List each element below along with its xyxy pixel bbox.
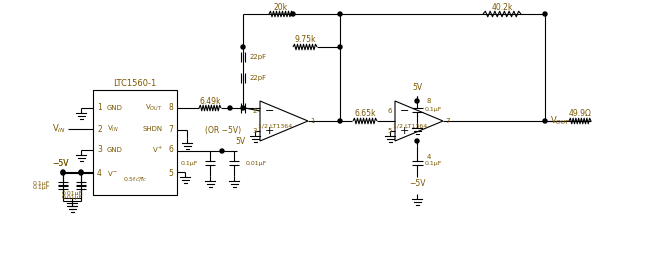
Text: V$^-$: V$^-$ (107, 169, 118, 178)
Text: −: − (400, 106, 410, 116)
Text: 20k: 20k (274, 3, 288, 12)
Text: +: + (400, 126, 410, 136)
Circle shape (338, 12, 342, 16)
Text: V$_{IN}$: V$_{IN}$ (107, 124, 119, 134)
Text: 7: 7 (168, 124, 173, 134)
Circle shape (338, 119, 342, 123)
Text: 5V: 5V (235, 136, 245, 145)
Text: 6.49k: 6.49k (199, 97, 220, 105)
Text: 0.5f$_C$/̅f̅$_C$: 0.5f$_C$/̅f̅$_C$ (123, 176, 147, 184)
Circle shape (543, 12, 547, 16)
Text: 0.1μF: 0.1μF (33, 181, 50, 186)
Text: 0.1μF: 0.1μF (425, 108, 442, 113)
Text: +: + (265, 126, 274, 136)
Text: 6: 6 (168, 145, 173, 154)
Text: V$_{OUT}$: V$_{OUT}$ (550, 115, 570, 127)
Text: −: − (265, 106, 274, 116)
Text: GND: GND (107, 147, 123, 153)
Text: 6.65k: 6.65k (355, 109, 376, 119)
Text: 8: 8 (168, 104, 173, 113)
Text: 5: 5 (168, 169, 173, 178)
Text: 2: 2 (97, 124, 102, 134)
Circle shape (291, 12, 295, 16)
Text: V$_{OUT}$: V$_{OUT}$ (145, 103, 163, 113)
Text: 22pF: 22pF (250, 54, 267, 60)
Text: 2: 2 (252, 108, 257, 114)
Text: 22pF: 22pF (250, 75, 267, 81)
Circle shape (220, 149, 224, 153)
Circle shape (228, 106, 232, 110)
Text: V$_{IN}$: V$_{IN}$ (52, 123, 66, 135)
Text: LTC1560-1: LTC1560-1 (114, 78, 157, 88)
Text: 40.2k: 40.2k (491, 3, 513, 12)
Text: SHDN: SHDN (143, 126, 163, 132)
Text: −5V: −5V (52, 159, 68, 168)
Text: 4: 4 (97, 169, 102, 178)
Text: (OR −5V): (OR −5V) (205, 125, 241, 134)
Circle shape (61, 171, 65, 175)
Text: 0.1μF: 0.1μF (425, 160, 442, 165)
Text: −5V: −5V (409, 180, 425, 189)
Text: 5: 5 (388, 128, 392, 134)
Text: 1: 1 (97, 104, 102, 113)
Text: 0.01μF: 0.01μF (61, 191, 82, 196)
Text: 3: 3 (252, 128, 257, 134)
Text: 49.9Ω: 49.9Ω (568, 109, 592, 119)
Text: 0.1μF: 0.1μF (181, 160, 198, 165)
Circle shape (543, 119, 547, 123)
Text: 1/2 LT1364: 1/2 LT1364 (258, 124, 292, 129)
Text: 1: 1 (310, 118, 315, 124)
Circle shape (79, 170, 83, 174)
Text: 7: 7 (445, 118, 450, 124)
Bar (93, 90, 177, 195)
Circle shape (79, 171, 83, 175)
Circle shape (415, 139, 419, 143)
Text: 1/2 LT1364: 1/2 LT1364 (393, 124, 427, 129)
Circle shape (415, 99, 419, 103)
Text: 5V: 5V (412, 83, 422, 93)
Text: 6: 6 (388, 108, 392, 114)
Text: 3: 3 (97, 145, 102, 154)
Circle shape (338, 45, 342, 49)
Text: 0.01μF: 0.01μF (61, 195, 82, 200)
Circle shape (241, 106, 245, 110)
Text: 4: 4 (427, 154, 431, 160)
Text: −5V: −5V (52, 159, 68, 169)
Circle shape (241, 45, 245, 49)
Circle shape (61, 170, 65, 174)
Text: V$^+$: V$^+$ (151, 145, 163, 155)
Text: 9.75k: 9.75k (294, 36, 316, 44)
Text: 8: 8 (427, 98, 431, 104)
Text: GND: GND (107, 105, 123, 111)
Text: 0.1μF: 0.1μF (33, 185, 50, 190)
Text: 0.01μF: 0.01μF (246, 160, 267, 165)
